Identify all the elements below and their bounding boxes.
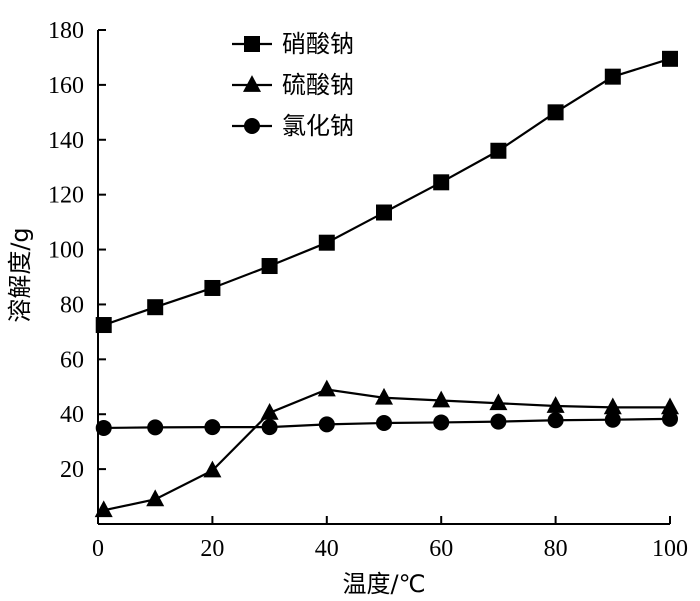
data-point: [318, 416, 335, 433]
y-tick-label: 120: [48, 183, 84, 209]
data-point: [604, 411, 621, 428]
y-axis-title: 溶解度/g: [6, 227, 34, 322]
data-point: [661, 397, 679, 415]
series-triangle: [94, 379, 679, 518]
data-point: [318, 234, 335, 251]
data-point: [95, 317, 112, 334]
x-tick-label: 80: [544, 536, 568, 562]
series-line: [103, 57, 671, 327]
data-point: [490, 413, 507, 430]
legend-marker: [244, 36, 260, 52]
x-axis-title: 温度/℃: [342, 570, 425, 598]
data-point: [146, 489, 165, 507]
data-point: [203, 460, 222, 478]
x-tick-label: 100: [652, 536, 688, 562]
data-point: [662, 410, 678, 427]
data-point: [433, 414, 450, 431]
legend-marker: [243, 75, 261, 92]
data-point: [546, 396, 565, 413]
x-tick-label: 60: [429, 536, 453, 562]
legend-entry: 氯化钠: [232, 112, 354, 140]
data-point: [317, 379, 336, 397]
y-tick-label: 80: [60, 292, 84, 318]
data-point: [376, 204, 392, 221]
data-point: [547, 412, 564, 429]
legend-marker: [244, 118, 260, 134]
data-point: [432, 390, 451, 408]
data-point: [604, 68, 621, 85]
legend-label: 硫酸钠: [282, 71, 354, 99]
y-tick-label: 20: [60, 457, 84, 483]
data-point: [204, 279, 221, 296]
data-point: [95, 419, 112, 436]
y-tick-label: 180: [48, 18, 84, 44]
y-tick-label: 60: [60, 347, 84, 373]
series-circle: [95, 410, 678, 436]
legend-entry: 硫酸钠: [232, 71, 354, 99]
data-point: [261, 419, 278, 436]
axis-ticks: 0 20 40 60 80 100 20 40 60 80 100 120 140 160 180: [48, 18, 688, 562]
legend-entry: 硝酸钠: [232, 30, 354, 58]
data-point: [260, 402, 279, 420]
data-point: [261, 258, 278, 275]
data-point: [147, 299, 164, 316]
y-tick-label: 100: [48, 238, 84, 264]
series-layer: [94, 50, 679, 518]
x-tick-label: 20: [200, 536, 224, 562]
legend-label: 氯化钠: [282, 112, 354, 140]
data-point: [489, 393, 508, 411]
data-point: [603, 397, 622, 415]
data-point: [547, 104, 564, 121]
x-tick-label: 0: [92, 536, 104, 562]
series-square: [95, 50, 678, 334]
data-point: [490, 142, 507, 159]
y-tick-label: 140: [48, 128, 84, 154]
data-point: [147, 419, 164, 436]
series-line: [103, 388, 670, 512]
data-point: [433, 174, 450, 191]
y-tick-label: 160: [48, 73, 84, 99]
data-point: [375, 387, 393, 405]
y-tick-label: 40: [60, 402, 84, 428]
data-point: [94, 500, 113, 518]
data-point: [204, 419, 221, 436]
x-tick-label: 40: [315, 536, 339, 562]
data-point: [376, 415, 392, 432]
legend-label: 硝酸钠: [282, 30, 354, 58]
data-point: [662, 50, 678, 67]
